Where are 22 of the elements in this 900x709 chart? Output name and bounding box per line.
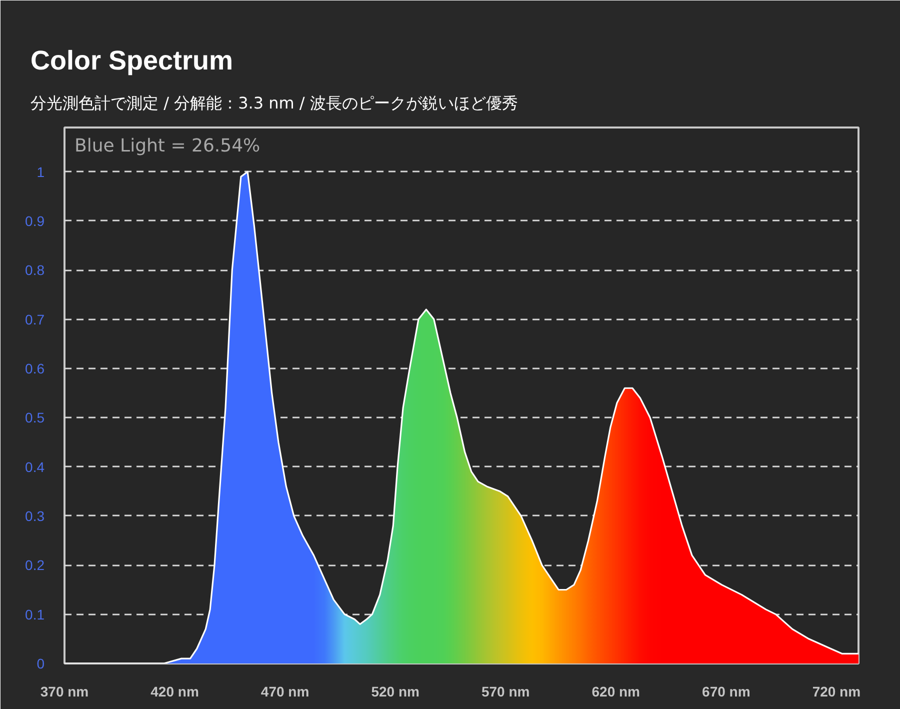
y-tick-label: 0.4 <box>25 458 45 475</box>
y-tick-label: 1 <box>36 164 45 180</box>
x-tick-label: 620 nm <box>592 684 640 700</box>
x-tick-label: 470 nm <box>260 684 310 700</box>
y-tick-label: 0.5 <box>25 410 45 426</box>
x-tick-label: 720 nm <box>812 684 861 700</box>
x-tick-label: 520 nm <box>371 684 420 700</box>
y-tick-label: 0.9 <box>25 212 45 229</box>
y-tick-label: 0.1 <box>25 606 45 622</box>
x-tick-label: 570 nm <box>481 684 530 700</box>
x-tick-label: 420 nm <box>150 684 199 700</box>
x-tick-label: 370 nm <box>40 684 89 700</box>
chart-subtitle: 分光測色計で測定 / 分解能：3.3 nm / 波長のピークが鋭いほど優秀 <box>30 94 518 112</box>
annotation: Blue Light = 26.54% <box>74 136 260 156</box>
y-tick-label: 0.6 <box>25 360 45 376</box>
x-tick-label: 670 nm <box>702 684 750 700</box>
chart-title: Color Spectrum <box>30 46 234 76</box>
y-tick-label: 0 <box>36 656 45 672</box>
y-tick-label: 0.3 <box>25 508 45 524</box>
y-tick-label: 0.2 <box>25 557 45 574</box>
y-tick-label: 0.8 <box>25 262 45 278</box>
y-tick-label: 0.7 <box>25 311 45 328</box>
